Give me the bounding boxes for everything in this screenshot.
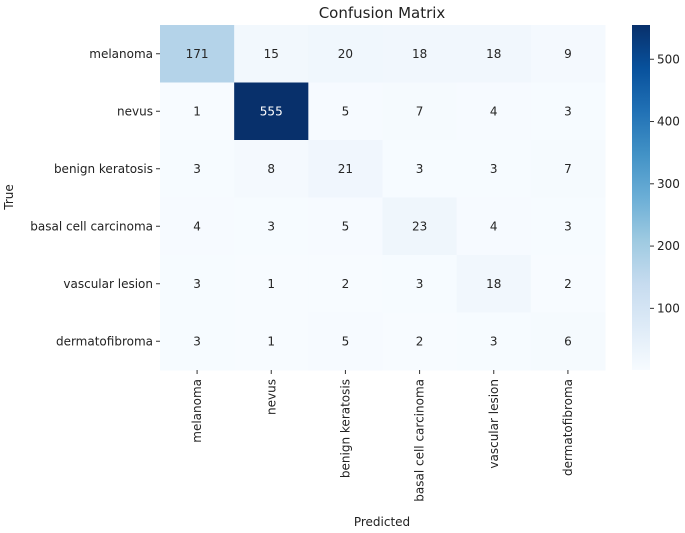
cell-value-label: 5 <box>342 219 350 233</box>
x-tick-label: basal cell carcinoma <box>413 379 427 502</box>
chart-title: Confusion Matrix <box>319 4 446 22</box>
cell-value-label: 1 <box>267 334 275 348</box>
x-tick-label: melanoma <box>190 379 204 443</box>
heatmap-cell <box>234 255 309 313</box>
cell-value-label: 18 <box>486 47 501 61</box>
heatmap-cell <box>160 255 235 313</box>
x-tick-label: nevus <box>264 379 278 415</box>
cell-value-label: 171 <box>186 47 209 61</box>
cell-value-label: 4 <box>193 219 201 233</box>
colorbar-tick-label: 400 <box>657 115 680 129</box>
colorbar-tick-label: 500 <box>657 52 680 66</box>
heatmap-cell <box>456 255 532 313</box>
cell-value-label: 6 <box>564 334 572 348</box>
y-tick-label: nevus <box>117 104 153 118</box>
heatmap-cell-labels: 171 15 20 18 18 91 555 5 7 4 33 8 21 3 3 74 3 5 23 4 33 1 2 3 18… <box>186 47 572 349</box>
heatmap-cell <box>456 140 532 198</box>
y-axis-ticks: melanoma nevus benign keratosis basal cell … <box>30 47 160 348</box>
heatmap-cell <box>234 312 309 371</box>
heatmap-cell <box>234 25 309 83</box>
cell-value-label: 20 <box>338 47 353 61</box>
heatmap-cell <box>530 197 606 256</box>
cell-value-label: 1 <box>267 277 275 291</box>
colorbar-tick-label: 200 <box>657 239 680 253</box>
heatmap-cell <box>234 197 309 256</box>
colorbar-tick-label: 300 <box>657 177 680 191</box>
x-axis-label: Predicted <box>354 515 410 529</box>
colorbar-ticks: 100 200 300 400 500 <box>650 52 680 315</box>
cell-value-label: 3 <box>564 219 572 233</box>
heatmap-cell <box>382 140 458 198</box>
heatmap-cell <box>530 82 606 141</box>
cell-value-label: 18 <box>486 277 501 291</box>
colorbar-tick-label: 100 <box>657 301 680 315</box>
cell-value-label: 3 <box>490 334 498 348</box>
cell-value-label: 3 <box>416 277 424 291</box>
cell-value-label: 9 <box>564 47 572 61</box>
x-tick-label: vascular lesion <box>487 379 501 469</box>
heatmap-cell <box>456 25 532 83</box>
cell-value-label: 7 <box>564 162 572 176</box>
heatmap-cell <box>382 197 458 256</box>
heatmap-cell <box>308 25 383 83</box>
heatmap-cell <box>382 255 458 313</box>
cell-value-label: 3 <box>564 104 572 118</box>
y-tick-label: benign keratosis <box>54 162 153 176</box>
heatmap-cell <box>530 255 606 313</box>
y-axis-label: True <box>2 184 16 211</box>
cell-value-label: 2 <box>342 277 350 291</box>
cell-value-label: 3 <box>193 162 201 176</box>
x-tick-label: dermatofibroma <box>561 379 575 476</box>
cell-value-label: 555 <box>260 104 283 118</box>
heatmap-cell <box>382 82 458 141</box>
heatmap-cell <box>308 140 383 198</box>
heatmap-cell <box>160 82 235 141</box>
heatmap-cell <box>382 25 458 83</box>
heatmap-cell <box>160 140 235 198</box>
heatmap-cell <box>530 25 606 83</box>
heatmap-cell <box>160 197 235 256</box>
heatmap-cell <box>530 140 606 198</box>
y-tick-label: basal cell carcinoma <box>30 219 153 233</box>
x-tick-label: benign keratosis <box>338 379 352 478</box>
heatmap-cell <box>456 312 532 371</box>
cell-value-label: 5 <box>342 334 350 348</box>
colorbar <box>632 25 650 370</box>
heatmap-cell <box>160 312 235 371</box>
heatmap-cell <box>160 25 235 83</box>
cell-value-label: 5 <box>342 104 350 118</box>
heatmap-cell <box>308 82 383 141</box>
heatmap-cell <box>456 82 532 141</box>
cell-value-label: 3 <box>193 334 201 348</box>
x-axis-ticks: melanoma nevus benign keratosis basal cell … <box>190 370 575 502</box>
cell-value-label: 7 <box>416 104 424 118</box>
heatmap-cell <box>530 312 606 371</box>
cell-value-label: 2 <box>564 277 572 291</box>
heatmap-cell <box>234 140 309 198</box>
y-tick-label: melanoma <box>89 47 153 61</box>
heatmap-cell <box>382 312 458 371</box>
cell-value-label: 4 <box>490 219 498 233</box>
heatmap-cell <box>308 255 383 313</box>
heatmap-cell <box>456 197 532 256</box>
cell-value-label: 18 <box>412 47 427 61</box>
heatmap-cell <box>234 82 309 141</box>
cell-value-label: 4 <box>490 104 498 118</box>
cell-value-label: 8 <box>267 162 275 176</box>
heatmap-cell <box>308 312 383 371</box>
cell-value-label: 3 <box>193 277 201 291</box>
y-tick-label: vascular lesion <box>63 277 153 291</box>
cell-value-label: 23 <box>412 219 427 233</box>
cell-value-label: 3 <box>490 162 498 176</box>
y-tick-label: dermatofibroma <box>56 334 153 348</box>
heatmap-cells <box>160 25 606 371</box>
heatmap-cell <box>308 197 383 256</box>
cell-value-label: 3 <box>267 219 275 233</box>
cell-value-label: 1 <box>193 104 201 118</box>
cell-value-label: 2 <box>416 334 424 348</box>
cell-value-label: 3 <box>416 162 424 176</box>
cell-value-label: 21 <box>338 162 353 176</box>
cell-value-label: 15 <box>264 47 279 61</box>
